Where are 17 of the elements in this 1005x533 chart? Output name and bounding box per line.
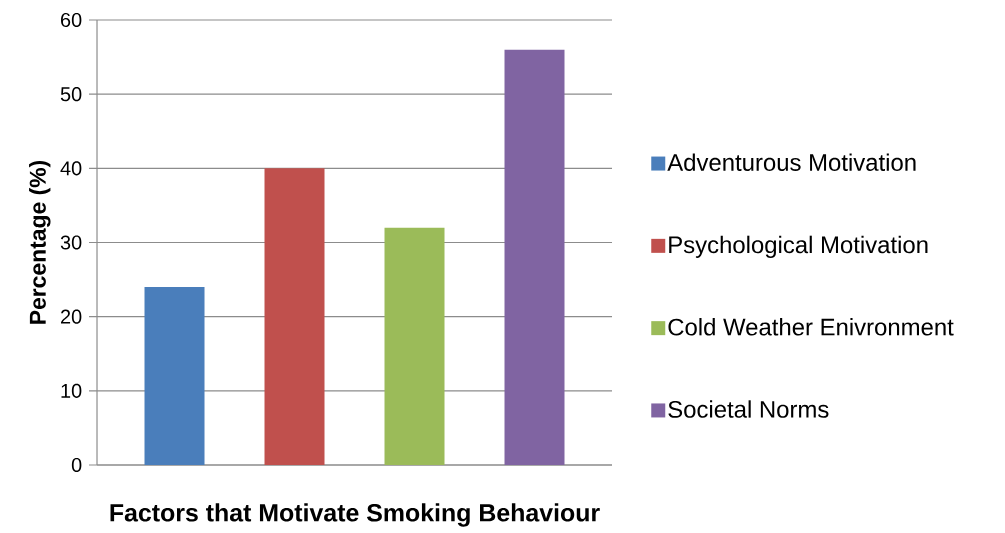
y-tick-label: 40 [60,161,82,176]
y-axis-title: Percentage (%) [29,160,51,324]
bar [264,168,325,465]
x-axis-title: Factors that Motivate Smoking Behaviour [110,503,600,527]
legend-label: Adventurous Motivation [667,153,916,171]
bar [144,286,205,465]
y-tick-label: 0 [71,457,82,472]
y-tick-label: 30 [60,235,82,250]
y-tick-label: 20 [61,309,82,324]
bar [504,49,565,465]
y-tick-label: 50 [60,86,82,102]
y-tick-label: 60 [61,12,82,27]
legend-label: Cold Weather Enivronment [668,317,954,336]
y-tick-label: 10 [61,383,82,398]
bar [384,227,445,465]
legend-label: Societal Norms [668,400,829,418]
legend-label: Psychological Motivation [669,235,928,258]
